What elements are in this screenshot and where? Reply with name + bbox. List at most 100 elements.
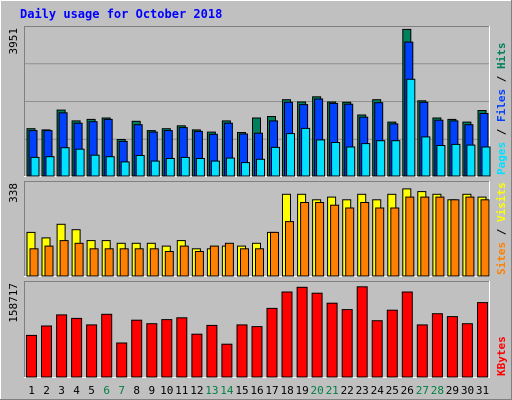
bar-kbytes-day-17	[266, 307, 278, 378]
bar-kbytes-day-29	[446, 316, 458, 378]
x-label-day-7: 7	[118, 384, 125, 397]
bar-pages-day-18	[286, 133, 295, 177]
panel-top: 3951 Pages / Files / Hits	[7, 26, 508, 177]
bar-kbytes-day-23	[356, 286, 368, 378]
x-label-day-4: 4	[73, 384, 80, 397]
legend-item-sites: Sites	[495, 242, 508, 275]
bar-kbytes-day-5	[86, 324, 98, 378]
bar-sites-day-29	[450, 199, 460, 277]
bar-pages-day-5	[90, 154, 100, 177]
bar-sites-day-13	[209, 245, 219, 277]
bar-sites-day-3	[59, 240, 69, 277]
bar-sites-day-23	[360, 202, 370, 277]
y-max-label-top: 3951	[7, 28, 20, 55]
bar-kbytes-day-13	[206, 324, 218, 378]
bar-sites-day-7	[119, 248, 129, 277]
x-label-day-5: 5	[88, 384, 95, 397]
bar-sites-day-11	[179, 245, 189, 277]
bar-pages-day-24	[376, 140, 386, 177]
bar-kbytes-day-19	[296, 286, 308, 378]
bar-kbytes-day-28	[431, 313, 443, 378]
x-label-day-8: 8	[133, 384, 140, 397]
bar-pages-day-31	[481, 146, 491, 177]
bar-sites-day-25	[390, 207, 400, 277]
bar-kbytes-day-22	[341, 309, 353, 378]
bar-sites-day-8	[134, 248, 144, 277]
x-label-day-24: 24	[371, 384, 385, 397]
bar-pages-day-13	[210, 160, 220, 177]
x-label-day-29: 29	[446, 384, 459, 397]
panel-middle: 338 Sites / Visits	[7, 181, 508, 277]
bar-sites-day-24	[375, 207, 385, 277]
bar-pages-day-10	[165, 158, 175, 177]
x-label-day-14: 14	[220, 384, 234, 397]
legend-separator: /	[495, 69, 508, 89]
bar-pages-day-15	[241, 162, 250, 177]
bar-pages-day-11	[180, 156, 190, 177]
bar-pages-day-23	[361, 143, 371, 177]
legend-item-pages: Pages	[495, 142, 508, 175]
chart-title: Daily usage for October 2018	[20, 7, 222, 21]
x-label-day-12: 12	[190, 384, 203, 397]
x-label-day-1: 1	[28, 384, 35, 397]
legend-bottom: KBytes	[495, 336, 508, 376]
bar-pages-day-3	[60, 147, 70, 177]
x-label-day-28: 28	[431, 384, 444, 397]
bar-sites-day-1	[29, 248, 39, 277]
legend-item-files: Files	[495, 89, 508, 122]
panels: 3951 Pages / Files / Hits 338 Sites / Visit…	[7, 26, 508, 378]
bar-sites-day-26	[405, 196, 415, 277]
x-label-day-17: 17	[265, 384, 278, 397]
x-label-day-6: 6	[103, 384, 110, 397]
x-label-day-27: 27	[416, 384, 429, 397]
bar-kbytes-day-6	[101, 313, 113, 378]
panel-bottom: 158717 KBytes	[7, 281, 508, 378]
y-max-label-middle: 338	[7, 183, 20, 203]
legend-middle: Sites / Visits	[495, 182, 508, 275]
bar-kbytes-day-1	[26, 334, 37, 378]
x-label-day-15: 15	[235, 384, 248, 397]
bar-kbytes-day-16	[251, 326, 263, 378]
legend-separator: /	[495, 122, 508, 142]
x-label-day-21: 21	[326, 384, 339, 397]
bar-kbytes-day-10	[161, 319, 173, 378]
bar-pages-day-22	[346, 146, 356, 177]
bar-sites-day-2	[44, 245, 54, 277]
x-label-day-11: 11	[175, 384, 188, 397]
x-axis-labels: 1 2 3 4 5 6 7 8 9 10 11 12 13 14 15 16 17 18 19 20 21 22 23 24 2…	[28, 384, 489, 397]
bar-sites-day-22	[345, 207, 355, 277]
legend-top: Pages / Files / Hits	[495, 43, 508, 176]
bar-sites-day-15	[240, 248, 249, 277]
legend-item-kbytes: KBytes	[495, 336, 508, 376]
bar-sites-day-17	[270, 231, 279, 277]
bar-sites-day-27	[420, 196, 430, 277]
x-label-day-22: 22	[341, 384, 354, 397]
y-max-label-bottom: 158717	[7, 283, 20, 323]
bar-pages-day-7	[120, 161, 130, 177]
bar-pages-day-30	[466, 144, 476, 177]
bar-pages-day-26	[406, 78, 416, 177]
bar-pages-day-21	[331, 142, 341, 177]
bar-pages-day-2	[45, 156, 55, 177]
bar-kbytes-day-8	[131, 319, 143, 378]
bar-sites-day-18	[285, 221, 294, 277]
bar-kbytes-day-26	[401, 291, 413, 378]
x-label-day-18: 18	[280, 384, 293, 397]
x-label-day-9: 9	[148, 384, 155, 397]
bar-pages-day-28	[436, 145, 446, 177]
bar-kbytes-day-20	[311, 292, 323, 378]
x-label-day-20: 20	[310, 384, 323, 397]
x-label-day-19: 19	[295, 384, 308, 397]
bar-kbytes-day-4	[71, 317, 83, 378]
bar-kbytes-day-12	[191, 333, 203, 378]
bar-kbytes-day-31	[477, 302, 488, 378]
bar-pages-day-6	[105, 156, 115, 177]
bar-pages-day-19	[301, 127, 311, 177]
x-label-day-16: 16	[250, 384, 263, 397]
x-label-day-25: 25	[386, 384, 399, 397]
bar-pages-day-14	[225, 157, 235, 177]
bar-kbytes-day-24	[371, 320, 383, 378]
bar-pages-day-12	[195, 158, 205, 177]
bar-sites-day-5	[89, 248, 99, 277]
